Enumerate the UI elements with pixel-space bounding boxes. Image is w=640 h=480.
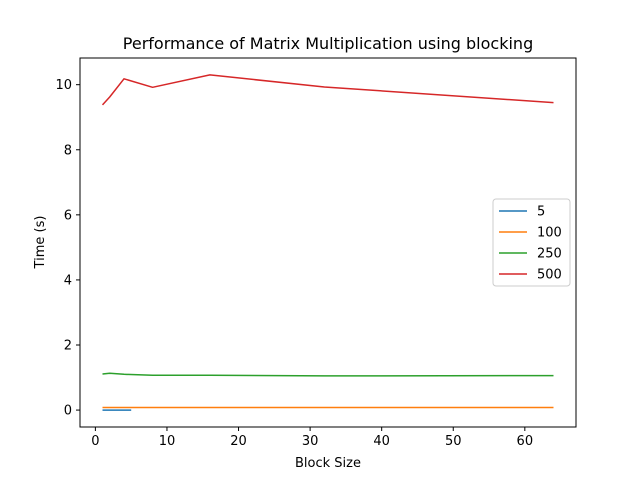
x-tick-label: 0	[91, 434, 99, 449]
legend: 5 100 250 500	[492, 198, 571, 287]
x-axis-label: Block Size	[295, 456, 361, 471]
y-tick-label: 4	[64, 273, 72, 288]
y-tick-label: 2	[64, 339, 72, 354]
y-tick-label: 0	[64, 404, 72, 419]
y-tick-label: 8	[64, 143, 72, 158]
x-tick-label: 20	[230, 434, 247, 449]
x-tick-label: 40	[373, 434, 390, 449]
x-tick-label: 30	[302, 434, 319, 449]
series-line-250	[102, 372, 554, 377]
legend-label: 100	[537, 226, 562, 241]
plot-frame	[79, 57, 577, 428]
legend-label: 500	[537, 268, 562, 283]
series-lines	[101, 74, 554, 411]
chart-title: Performance of Matrix Multiplication usi…	[123, 34, 533, 53]
y-tick-label: 6	[64, 208, 72, 223]
x-tick-label: 50	[445, 434, 462, 449]
y-axis-label: Time (s)	[33, 216, 48, 270]
y-tick-label: 10	[55, 78, 72, 93]
legend-label: 250	[537, 247, 562, 262]
legend-box	[492, 198, 571, 287]
legend-label: 5	[537, 205, 545, 220]
x-tick-label: 10	[159, 434, 176, 449]
ticks: 0 10 20 30 40 50 60 0 2 4 6 8 10	[55, 78, 533, 449]
series-line-500	[101, 74, 554, 106]
x-tick-label: 60	[517, 434, 534, 449]
